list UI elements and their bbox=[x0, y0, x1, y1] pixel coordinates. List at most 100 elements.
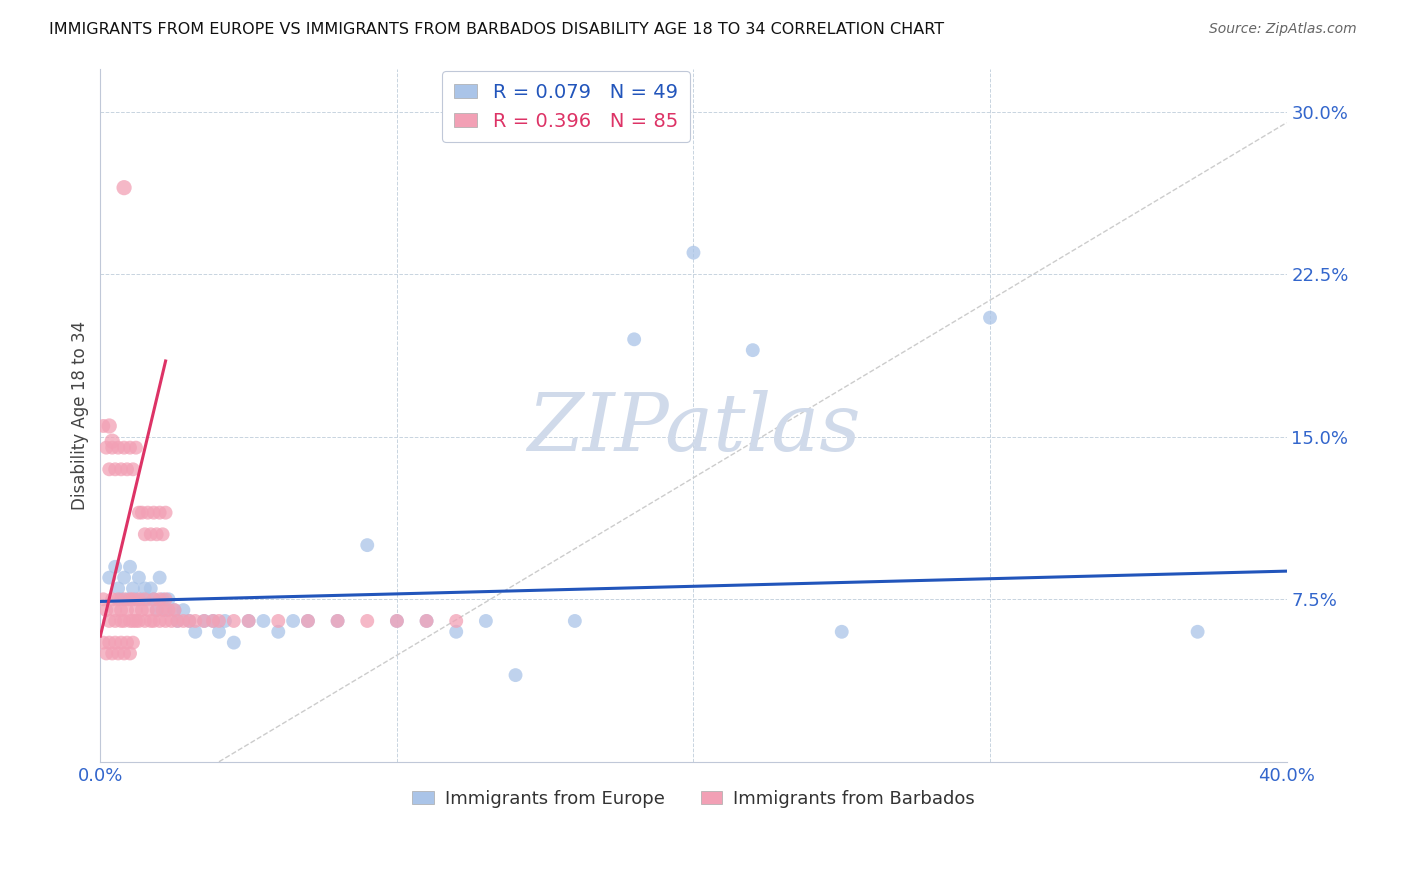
Point bbox=[149, 614, 172, 628]
Point bbox=[112, 592, 135, 607]
Point bbox=[115, 462, 138, 476]
Point bbox=[118, 559, 141, 574]
Point bbox=[104, 635, 127, 649]
Point bbox=[110, 603, 132, 617]
Point bbox=[222, 614, 245, 628]
Point bbox=[444, 614, 467, 628]
Point bbox=[160, 614, 183, 628]
Point bbox=[155, 592, 177, 607]
Point bbox=[202, 614, 225, 628]
Point bbox=[184, 614, 207, 628]
Point bbox=[475, 614, 498, 628]
Point bbox=[444, 624, 467, 639]
Point bbox=[136, 592, 159, 607]
Point bbox=[98, 571, 121, 585]
Point bbox=[623, 332, 645, 346]
Point bbox=[122, 614, 145, 628]
Point bbox=[142, 506, 165, 520]
Point bbox=[125, 614, 148, 628]
Point bbox=[96, 647, 118, 661]
Point bbox=[326, 614, 349, 628]
Point bbox=[104, 614, 127, 628]
Point bbox=[107, 592, 129, 607]
Point bbox=[297, 614, 319, 628]
Point bbox=[128, 592, 150, 607]
Point bbox=[122, 462, 145, 476]
Point bbox=[179, 614, 201, 628]
Point bbox=[125, 603, 148, 617]
Point bbox=[172, 603, 194, 617]
Point bbox=[107, 582, 129, 596]
Point bbox=[214, 614, 236, 628]
Point bbox=[238, 614, 260, 628]
Point bbox=[101, 434, 124, 449]
Point bbox=[155, 614, 177, 628]
Point bbox=[415, 614, 437, 628]
Point bbox=[96, 603, 118, 617]
Point bbox=[202, 614, 225, 628]
Point bbox=[184, 624, 207, 639]
Point bbox=[155, 506, 177, 520]
Point bbox=[98, 419, 121, 434]
Point bbox=[564, 614, 586, 628]
Point bbox=[112, 441, 135, 455]
Point bbox=[136, 506, 159, 520]
Point bbox=[208, 614, 231, 628]
Point bbox=[172, 614, 194, 628]
Point bbox=[131, 592, 153, 607]
Point bbox=[142, 592, 165, 607]
Point bbox=[281, 614, 304, 628]
Point bbox=[98, 462, 121, 476]
Point bbox=[110, 592, 132, 607]
Legend: Immigrants from Europe, Immigrants from Barbados: Immigrants from Europe, Immigrants from … bbox=[405, 782, 981, 815]
Point bbox=[107, 647, 129, 661]
Point bbox=[166, 614, 188, 628]
Point bbox=[118, 614, 141, 628]
Point bbox=[149, 592, 172, 607]
Point bbox=[179, 614, 201, 628]
Point bbox=[505, 668, 527, 682]
Point bbox=[125, 441, 148, 455]
Point bbox=[326, 614, 349, 628]
Point bbox=[104, 462, 127, 476]
Point bbox=[193, 614, 215, 628]
Point bbox=[385, 614, 408, 628]
Point bbox=[157, 592, 180, 607]
Point bbox=[139, 582, 162, 596]
Point bbox=[118, 441, 141, 455]
Point bbox=[139, 527, 162, 541]
Point bbox=[149, 506, 172, 520]
Point bbox=[131, 603, 153, 617]
Y-axis label: Disability Age 18 to 34: Disability Age 18 to 34 bbox=[72, 320, 89, 509]
Point bbox=[139, 614, 162, 628]
Point bbox=[208, 624, 231, 639]
Point bbox=[104, 559, 127, 574]
Point bbox=[112, 647, 135, 661]
Point bbox=[385, 614, 408, 628]
Point bbox=[415, 614, 437, 628]
Point bbox=[122, 635, 145, 649]
Point bbox=[163, 603, 186, 617]
Point bbox=[118, 647, 141, 661]
Point bbox=[115, 592, 138, 607]
Point bbox=[222, 635, 245, 649]
Point bbox=[152, 592, 174, 607]
Point bbox=[142, 592, 165, 607]
Point bbox=[145, 603, 167, 617]
Point bbox=[110, 635, 132, 649]
Point bbox=[115, 603, 138, 617]
Point bbox=[152, 603, 174, 617]
Text: ZIPatlas: ZIPatlas bbox=[527, 391, 860, 467]
Point bbox=[1187, 624, 1209, 639]
Point bbox=[112, 614, 135, 628]
Point bbox=[149, 571, 172, 585]
Point bbox=[267, 614, 290, 628]
Point bbox=[356, 538, 378, 552]
Point bbox=[166, 614, 188, 628]
Point bbox=[741, 343, 763, 358]
Point bbox=[134, 527, 156, 541]
Point bbox=[110, 614, 132, 628]
Point bbox=[134, 592, 156, 607]
Point bbox=[118, 592, 141, 607]
Point bbox=[128, 614, 150, 628]
